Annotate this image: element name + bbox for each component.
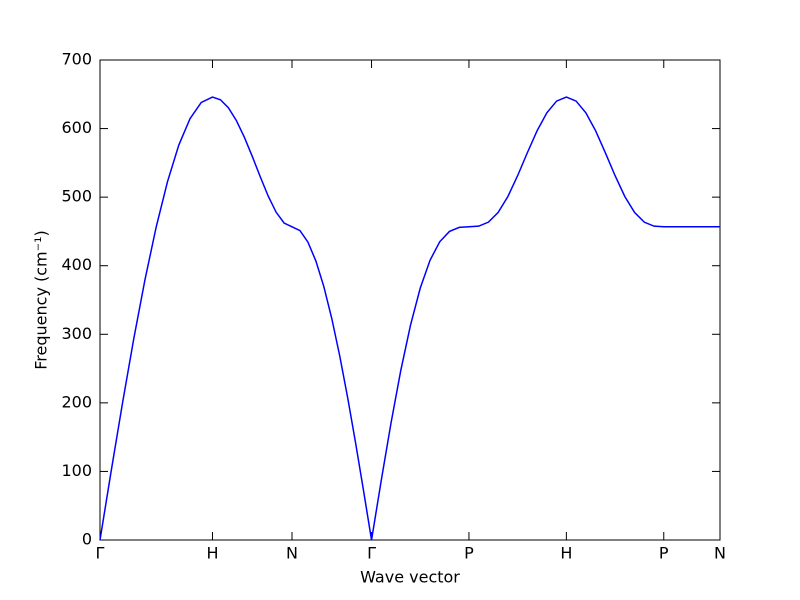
x-tick-label: Γ xyxy=(367,544,376,563)
y-tick-label: 100 xyxy=(61,461,92,480)
line xyxy=(99,96,720,541)
y-axis-label: Frequency (cm⁻¹) xyxy=(32,230,51,369)
x-tick-label: P xyxy=(659,544,669,563)
x-tick-label: H xyxy=(560,544,572,563)
y-tick-label: 600 xyxy=(61,118,92,137)
x-tick-label: P xyxy=(464,544,474,563)
y-tick-label: 0 xyxy=(82,530,92,549)
y-tick-label: 300 xyxy=(61,324,92,343)
x-tick-label: N xyxy=(286,544,298,563)
x-tick-label: Γ xyxy=(96,544,105,563)
y-tick-label: 200 xyxy=(61,392,92,411)
y-tick-label: 500 xyxy=(61,187,92,206)
y-tick-label: 700 xyxy=(61,50,92,69)
x-tick-label: H xyxy=(206,544,218,563)
x-tick-label: N xyxy=(714,544,726,563)
x-axis-label: Wave vector xyxy=(360,568,460,587)
y-tick-label: 400 xyxy=(61,255,92,274)
plot-frame xyxy=(99,59,721,541)
